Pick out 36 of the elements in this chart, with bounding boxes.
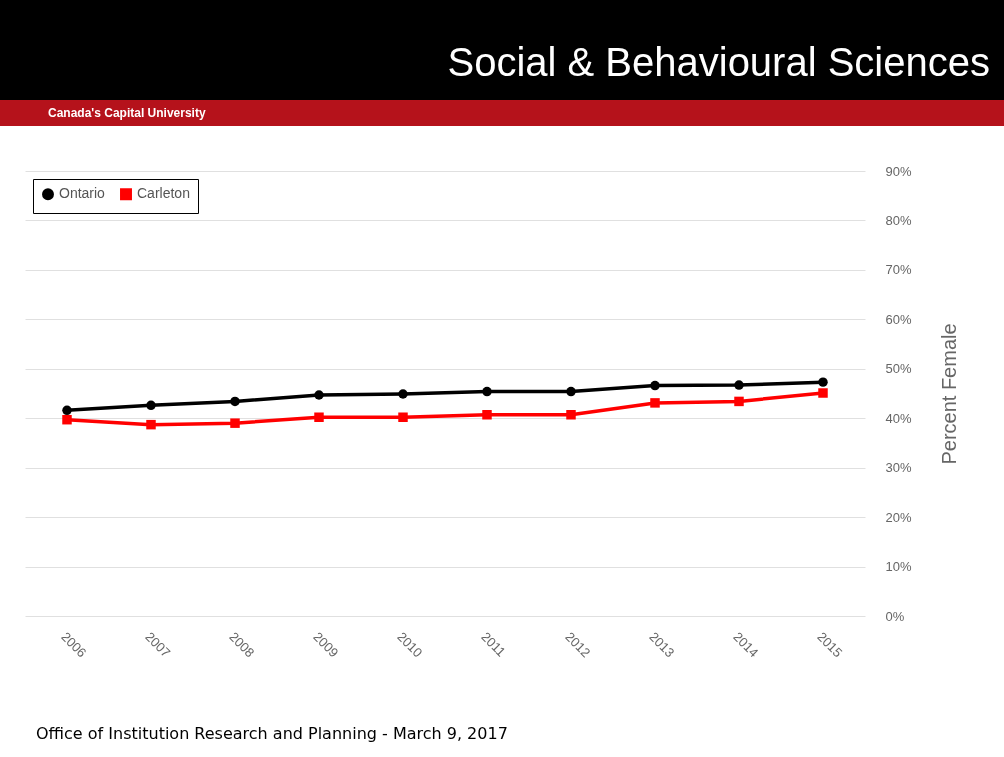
point xyxy=(314,412,324,422)
point xyxy=(398,412,408,422)
y-tick-label: 60% xyxy=(885,311,912,327)
point xyxy=(398,389,408,399)
chart-title: Social & Behavioural Sciences xyxy=(447,40,990,85)
y-tick-label: 90% xyxy=(885,163,912,179)
y-tick-label: 80% xyxy=(885,212,912,228)
y-tick-label: 50% xyxy=(885,361,912,377)
y-tick-label: 70% xyxy=(885,262,912,278)
point xyxy=(146,419,156,430)
point xyxy=(62,414,72,425)
point xyxy=(818,377,828,387)
y-tick-label: 10% xyxy=(885,559,912,575)
point xyxy=(566,410,576,420)
chart-subtitle: Canada's Capital University xyxy=(0,100,1004,126)
point xyxy=(566,386,576,397)
point xyxy=(314,390,324,400)
y-tick-label: 0% xyxy=(885,608,905,624)
y-tick-label: 20% xyxy=(885,509,912,525)
legend-label: Carleton xyxy=(137,185,190,202)
point xyxy=(482,386,492,397)
point xyxy=(650,398,660,408)
point xyxy=(734,380,744,390)
legend-label: Ontario xyxy=(59,185,106,202)
point xyxy=(650,380,660,391)
point xyxy=(146,400,156,411)
y-tick-label: 30% xyxy=(885,460,912,476)
point xyxy=(230,396,240,407)
y-axis-title: Percent Female xyxy=(937,323,960,465)
point xyxy=(818,388,828,398)
point xyxy=(230,418,240,428)
text: Office of Institution Research and Planning - March 9, 2017 xyxy=(36,724,508,743)
point xyxy=(482,410,492,420)
y-tick-label: 40% xyxy=(885,410,912,426)
point xyxy=(734,396,744,407)
point xyxy=(62,405,72,416)
